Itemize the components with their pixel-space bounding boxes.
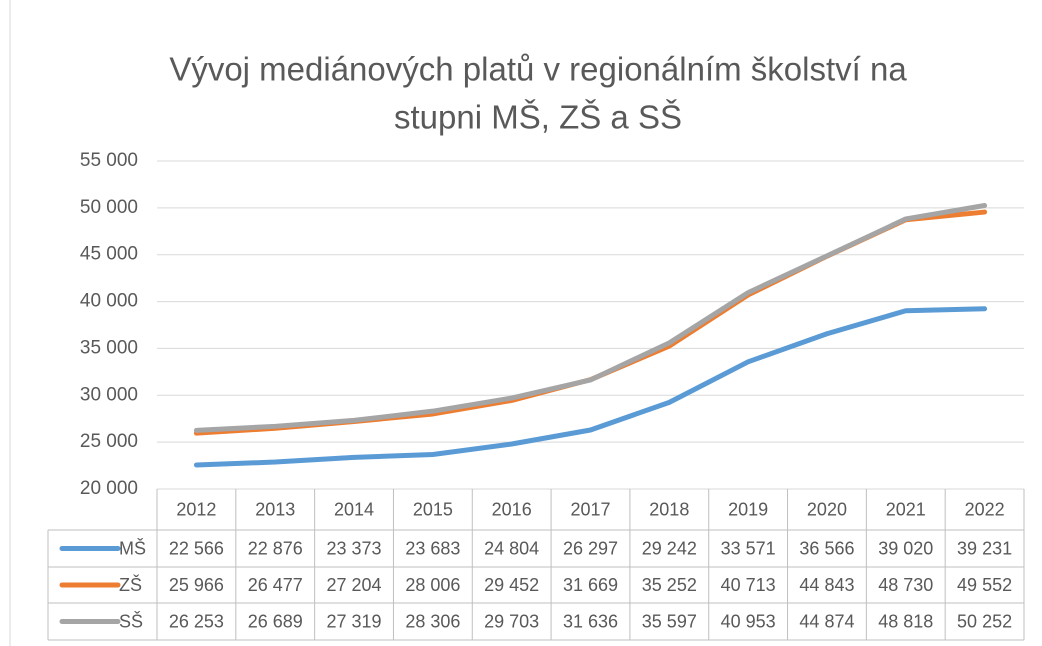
legend-label: SŠ (119, 610, 143, 631)
x-tick-label: 2014 (334, 499, 374, 519)
data-label: 44 874 (799, 611, 854, 631)
chart-title: Vývoj mediánových platů v regionálním šk… (169, 51, 907, 88)
data-label: 50 252 (957, 611, 1012, 631)
data-label: 31 636 (563, 611, 618, 631)
data-label: 39 020 (878, 538, 933, 558)
x-tick-label: 2018 (649, 499, 689, 519)
x-tick-label: 2012 (176, 499, 216, 519)
x-tick-label: 2015 (413, 499, 453, 519)
x-tick-label: 2017 (570, 499, 610, 519)
y-tick-label: 25 000 (80, 431, 138, 452)
legend-label: ZŠ (119, 574, 142, 595)
data-label: 31 669 (563, 575, 618, 595)
data-label: 48 818 (878, 611, 933, 631)
data-label: 28 006 (405, 575, 460, 595)
legend-label: MŠ (119, 537, 146, 558)
data-label: 23 373 (327, 538, 382, 558)
data-label: 22 876 (248, 538, 303, 558)
x-tick-label: 2019 (728, 499, 768, 519)
data-label: 26 689 (248, 611, 303, 631)
chart-title: stupni MŠ, ZŠ a SŠ (394, 99, 682, 136)
data-label: 26 297 (563, 538, 618, 558)
data-label: 33 571 (721, 538, 776, 558)
data-label: 48 730 (878, 575, 933, 595)
data-label: 26 477 (248, 575, 303, 595)
data-label: 40 713 (721, 575, 776, 595)
data-label: 27 319 (327, 611, 382, 631)
data-label: 40 953 (721, 611, 776, 631)
x-tick-label: 2016 (492, 499, 532, 519)
y-tick-label: 45 000 (80, 244, 138, 265)
y-tick-label: 40 000 (80, 291, 138, 312)
data-label: 26 253 (169, 611, 224, 631)
y-tick-label: 30 000 (80, 384, 138, 405)
data-label: 29 242 (642, 538, 697, 558)
data-label: 39 231 (957, 538, 1012, 558)
series-line (193, 306, 988, 468)
data-label: 49 552 (957, 575, 1012, 595)
y-tick-label: 50 000 (80, 197, 138, 218)
data-label: 29 703 (484, 611, 539, 631)
data-label: 28 306 (405, 611, 460, 631)
y-tick-label: 20 000 (80, 478, 138, 499)
data-label: 27 204 (327, 575, 382, 595)
y-tick-label: 35 000 (80, 337, 138, 358)
x-tick-label: 2020 (807, 499, 847, 519)
data-label: 35 252 (642, 575, 697, 595)
data-label: 36 566 (799, 538, 854, 558)
series-line (193, 202, 988, 433)
x-tick-label: 2022 (965, 499, 1005, 519)
x-tick-label: 2013 (255, 499, 295, 519)
y-tick-label: 55 000 (80, 150, 138, 171)
data-label: 25 966 (169, 575, 224, 595)
data-label: 22 566 (169, 538, 224, 558)
x-tick-label: 2021 (886, 499, 926, 519)
data-label: 44 843 (799, 575, 854, 595)
data-label: 35 597 (642, 611, 697, 631)
data-label: 23 683 (405, 538, 460, 558)
data-label: 29 452 (484, 575, 539, 595)
data-label: 24 804 (484, 538, 539, 558)
